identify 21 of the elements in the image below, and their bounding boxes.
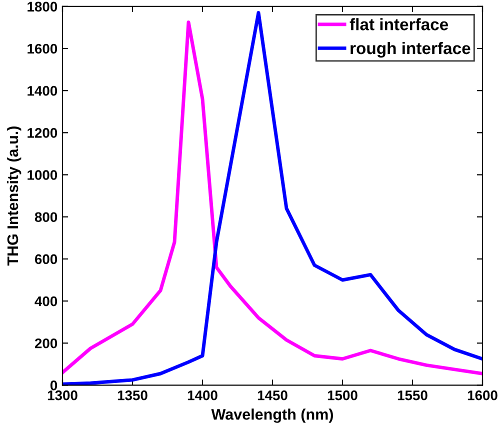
y-tick-label: 0 xyxy=(50,380,58,390)
y-tick-label: 1600 xyxy=(28,44,58,54)
x-tick-label: 1450 xyxy=(258,390,288,400)
legend-label: flat interface xyxy=(350,18,448,30)
y-tick-label: 1000 xyxy=(28,170,58,180)
x-tick-label: 1350 xyxy=(118,390,148,400)
x-tick-label: 1500 xyxy=(328,390,358,400)
y-tick-label: 1800 xyxy=(28,2,58,12)
x-tick-label: 1400 xyxy=(188,390,218,400)
x-tick-label: 1600 xyxy=(468,390,498,400)
y-tick-label: 200 xyxy=(34,338,58,348)
y-tick-label: 800 xyxy=(34,212,58,222)
x-tick-label: 1550 xyxy=(398,390,428,400)
y-tick-label: 400 xyxy=(34,296,58,306)
y-tick-label: 600 xyxy=(34,254,58,264)
legend-label: rough interface xyxy=(350,42,470,58)
y-axis-title: THG Intensity (a.u.) xyxy=(6,126,22,266)
y-tick-label: 1200 xyxy=(28,128,58,138)
x-tick-label: 1300 xyxy=(48,390,78,400)
x-axis-title: Wavelength (nm) xyxy=(211,408,333,423)
y-tick-label: 1400 xyxy=(28,86,58,96)
